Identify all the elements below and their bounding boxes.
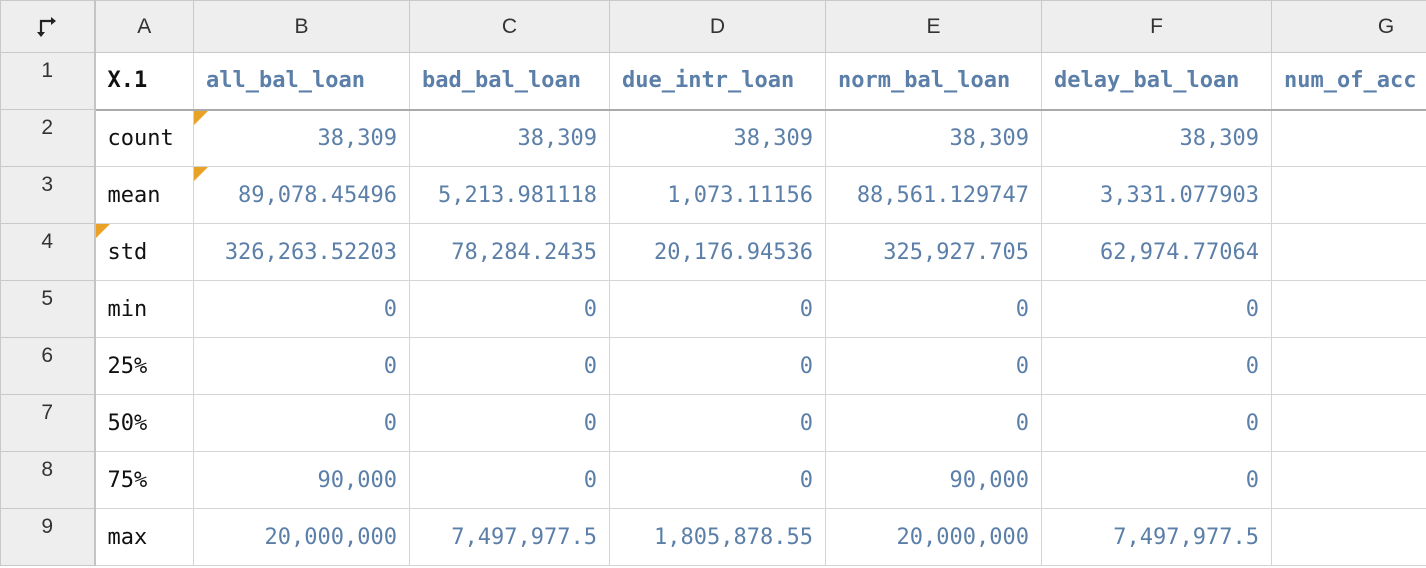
- cell-d[interactable]: 0: [609, 451, 826, 509]
- table-row: 7 50% 0 0 0 0 0: [0, 394, 1426, 452]
- cell-c[interactable]: 0: [409, 337, 610, 395]
- column-header-e[interactable]: E: [825, 0, 1042, 53]
- cell-c[interactable]: 78,284.2435: [409, 223, 610, 281]
- cell-c[interactable]: 7,497,977.5: [409, 508, 610, 566]
- cell-e[interactable]: 88,561.129747: [825, 166, 1042, 224]
- flip-rows-columns-icon[interactable]: [34, 15, 60, 39]
- cell-a[interactable]: max: [94, 508, 194, 566]
- cell-d[interactable]: 0: [609, 337, 826, 395]
- cell-c[interactable]: 5,213.981118: [409, 166, 610, 224]
- cell-f[interactable]: 0: [1041, 451, 1272, 509]
- cell-e[interactable]: 0: [825, 280, 1042, 338]
- cell-f[interactable]: 0: [1041, 337, 1272, 395]
- cell-value: std: [107, 239, 148, 265]
- table-row: 2 count 38,309 38,309 38,309 38,309 38,3…: [0, 109, 1426, 167]
- cell-g[interactable]: 3: [1271, 109, 1426, 167]
- note-marker[interactable]: [194, 167, 208, 181]
- cell-b[interactable]: 326,263.52203: [193, 223, 410, 281]
- column-header-d[interactable]: D: [609, 0, 826, 53]
- cell-b[interactable]: 20,000,000: [193, 508, 410, 566]
- table-row: 8 75% 90,000 0 0 90,000 0: [0, 451, 1426, 509]
- note-marker[interactable]: [194, 110, 208, 125]
- cell-d[interactable]: 0: [609, 394, 826, 452]
- row-header[interactable]: 1: [0, 52, 96, 110]
- table-row: 4 std 326,263.52203 78,284.2435 20,176.9…: [0, 223, 1426, 281]
- cell-value: 89,078.45496: [238, 182, 397, 208]
- cell-a[interactable]: 25%: [94, 337, 194, 395]
- cell-g[interactable]: [1271, 280, 1426, 338]
- row-header[interactable]: 2: [0, 109, 96, 167]
- column-header-a[interactable]: A: [94, 0, 194, 53]
- cell-f[interactable]: 62,974.77064: [1041, 223, 1272, 281]
- cell-d[interactable]: 38,309: [609, 109, 826, 167]
- cell-g[interactable]: [1271, 166, 1426, 224]
- cell-f[interactable]: 38,309: [1041, 109, 1272, 167]
- cell-a[interactable]: count: [94, 109, 194, 167]
- row-header[interactable]: 8: [0, 451, 96, 509]
- cell-g[interactable]: [1271, 394, 1426, 452]
- cell-a[interactable]: 50%: [94, 394, 194, 452]
- cell-f[interactable]: 0: [1041, 280, 1272, 338]
- column-header-c[interactable]: C: [409, 0, 610, 53]
- cell-e[interactable]: 0: [825, 337, 1042, 395]
- cell-f[interactable]: 3,331.077903: [1041, 166, 1272, 224]
- table-row: 9 max 20,000,000 7,497,977.5 1,805,878.5…: [0, 508, 1426, 566]
- table-row: 3 mean 89,078.45496 5,213.981118 1,073.1…: [0, 166, 1426, 224]
- cell-c[interactable]: 0: [409, 451, 610, 509]
- cell-f1[interactable]: delay_bal_loan: [1041, 52, 1272, 111]
- cell-b[interactable]: 90,000: [193, 451, 410, 509]
- cell-c[interactable]: 38,309: [409, 109, 610, 167]
- table-row: 6 25% 0 0 0 0 0: [0, 337, 1426, 395]
- cell-e1[interactable]: norm_bal_loan: [825, 52, 1042, 111]
- table-row: 5 min 0 0 0 0 0: [0, 280, 1426, 338]
- cell-a[interactable]: 75%: [94, 451, 194, 509]
- cell-g[interactable]: [1271, 508, 1426, 566]
- cell-a[interactable]: mean: [94, 166, 194, 224]
- cell-g[interactable]: [1271, 337, 1426, 395]
- cell-e[interactable]: 0: [825, 394, 1042, 452]
- cell-b[interactable]: 0: [193, 280, 410, 338]
- cell-d1[interactable]: due_intr_loan: [609, 52, 826, 111]
- cell-e[interactable]: 20,000,000: [825, 508, 1042, 566]
- cell-c[interactable]: 0: [409, 280, 610, 338]
- cell-b[interactable]: 38,309: [193, 109, 410, 167]
- column-header-g[interactable]: G: [1271, 0, 1426, 53]
- row-header[interactable]: 5: [0, 280, 96, 338]
- note-marker[interactable]: [95, 224, 110, 238]
- column-header-f[interactable]: F: [1041, 0, 1272, 53]
- row-header[interactable]: 6: [0, 337, 96, 395]
- table-row: 1 X.1 all_bal_loan bad_bal_loan due_intr…: [0, 52, 1426, 111]
- cell-d[interactable]: 20,176.94536: [609, 223, 826, 281]
- cell-e[interactable]: 38,309: [825, 109, 1042, 167]
- cell-c1[interactable]: bad_bal_loan: [409, 52, 610, 111]
- corner-cell[interactable]: [0, 0, 96, 53]
- cell-c[interactable]: 0: [409, 394, 610, 452]
- cell-f[interactable]: 7,497,977.5: [1041, 508, 1272, 566]
- cell-value: 38,309: [317, 125, 397, 151]
- cell-b[interactable]: 89,078.45496: [193, 166, 410, 224]
- cell-e[interactable]: 325,927.705: [825, 223, 1042, 281]
- cell-b[interactable]: 0: [193, 394, 410, 452]
- cell-a[interactable]: std: [94, 223, 194, 281]
- cell-b[interactable]: 0: [193, 337, 410, 395]
- cell-d[interactable]: 1,805,878.55: [609, 508, 826, 566]
- cell-g[interactable]: [1271, 223, 1426, 281]
- cell-b1[interactable]: all_bal_loan: [193, 52, 410, 111]
- row-header[interactable]: 3: [0, 166, 96, 224]
- cell-f[interactable]: 0: [1041, 394, 1272, 452]
- cell-g[interactable]: [1271, 451, 1426, 509]
- cell-e[interactable]: 90,000: [825, 451, 1042, 509]
- cell-d[interactable]: 0: [609, 280, 826, 338]
- row-header[interactable]: 4: [0, 223, 96, 281]
- cell-g1[interactable]: num_of_acc: [1271, 52, 1426, 111]
- cell-a1[interactable]: X.1: [94, 52, 194, 111]
- row-header[interactable]: 9: [0, 508, 96, 566]
- cell-d[interactable]: 1,073.11156: [609, 166, 826, 224]
- column-header-b[interactable]: B: [193, 0, 410, 53]
- cell-a[interactable]: min: [94, 280, 194, 338]
- row-header[interactable]: 7: [0, 394, 96, 452]
